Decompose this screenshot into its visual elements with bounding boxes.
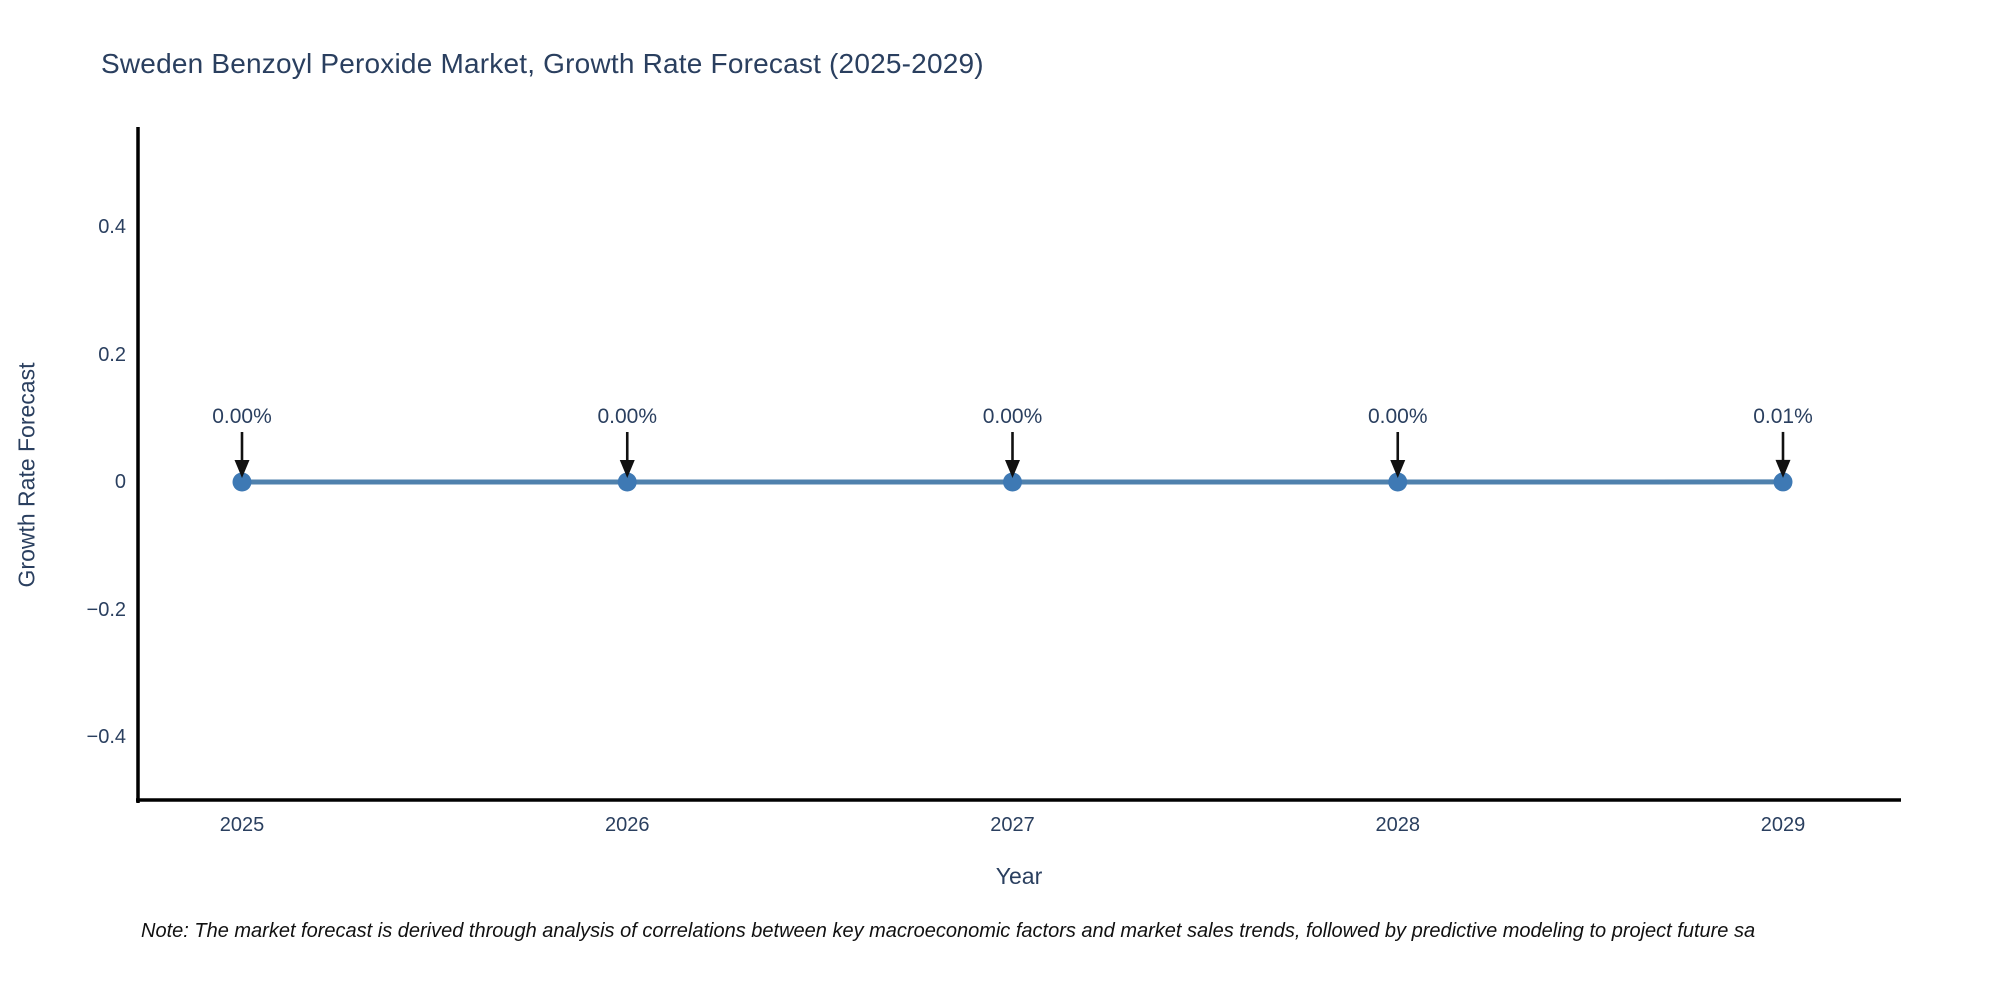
x-tick-label: 2025 bbox=[219, 814, 265, 836]
arrow-layer bbox=[234, 431, 1791, 478]
point-annotation: 0.00% bbox=[982, 405, 1043, 428]
annotation-arrow-head bbox=[1390, 460, 1406, 478]
point-annotation: 0.01% bbox=[1753, 404, 1813, 428]
chart-title: Sweden Benzoyl Peroxide Market, Growth R… bbox=[101, 48, 984, 79]
x-tick-label: 2026 bbox=[605, 814, 650, 836]
footnote: Note: The market forecast is derived thr… bbox=[141, 920, 1756, 942]
y-axis-title: Growth Rate Forecast bbox=[13, 362, 40, 588]
y-tick-label: −0.2 bbox=[86, 598, 126, 621]
y-tick-label: 0.2 bbox=[98, 343, 126, 366]
y-tick-label: 0.4 bbox=[98, 216, 126, 238]
y-tick-label: −0.4 bbox=[86, 726, 126, 748]
data-point-marker bbox=[232, 472, 252, 492]
annotation-arrow-head bbox=[1005, 460, 1020, 478]
marker-layer bbox=[232, 472, 1793, 492]
data-point-marker bbox=[1773, 472, 1793, 492]
annotation-arrow-head bbox=[619, 460, 635, 478]
data-point-marker bbox=[1388, 472, 1408, 492]
point-annotation: 0.00% bbox=[212, 405, 272, 428]
data-point-marker bbox=[617, 472, 637, 492]
annotation-arrow-head bbox=[1775, 459, 1791, 478]
point-annotation: 0.00% bbox=[1367, 405, 1428, 428]
x-tick-label: 2028 bbox=[1375, 814, 1421, 836]
data-point-marker bbox=[1003, 472, 1022, 492]
annotation-arrow-head bbox=[234, 460, 250, 478]
x-tick-label: 2027 bbox=[990, 814, 1035, 836]
point-annotation: 0.00% bbox=[597, 405, 658, 428]
y-tick-label: 0 bbox=[114, 471, 126, 493]
x-tick-label: 2029 bbox=[1760, 814, 1806, 836]
x-axis-title: Year bbox=[995, 863, 1043, 889]
